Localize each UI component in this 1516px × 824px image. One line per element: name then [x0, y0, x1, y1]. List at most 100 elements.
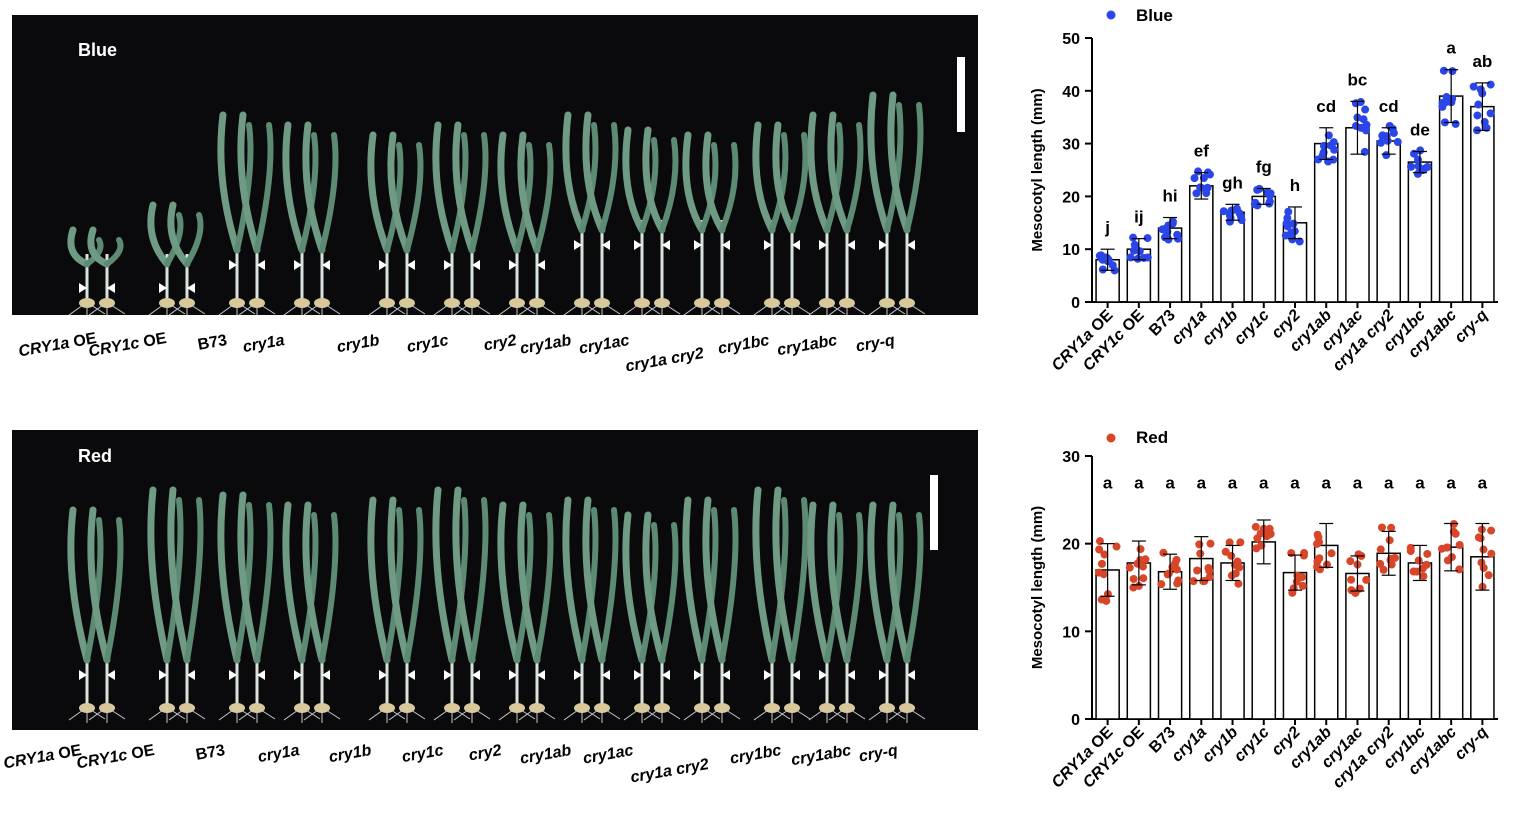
genotype-italic: CRY1c	[75, 746, 129, 773]
data-point	[1487, 526, 1496, 535]
data-point	[1190, 174, 1199, 183]
error-bar	[1350, 555, 1365, 592]
data-point	[1219, 207, 1228, 216]
data-point	[1486, 109, 1495, 118]
legend: Red	[1106, 428, 1168, 447]
data-point	[1455, 565, 1464, 574]
error-bar	[1319, 127, 1334, 161]
significance-letter: a	[1446, 473, 1456, 492]
bar	[1220, 211, 1245, 303]
seedling-pair	[147, 486, 206, 723]
genotype-suffix: OE	[67, 330, 98, 352]
photo-genotype-label: cry2	[468, 742, 504, 765]
photo-genotype-label: cry-q	[854, 332, 896, 357]
data-point	[1299, 551, 1308, 560]
photo-genotype-label: cry1abc	[775, 332, 838, 360]
data-point	[1196, 183, 1205, 192]
scale-bar	[930, 475, 938, 550]
genotype-suffix	[447, 332, 450, 349]
seedling-pair	[807, 111, 866, 315]
seedling-pair	[217, 111, 276, 315]
data-point	[1476, 534, 1485, 543]
bar	[1376, 552, 1401, 720]
genotype-suffix: OE	[137, 330, 168, 352]
seedling-pair	[682, 496, 741, 723]
data-point	[1474, 100, 1483, 109]
data-point	[1112, 542, 1121, 551]
genotype-suffix	[835, 332, 838, 349]
data-point	[1315, 565, 1324, 574]
data-point	[1484, 571, 1493, 580]
data-point	[1174, 576, 1183, 585]
data-point	[1347, 586, 1356, 595]
error-bar	[1381, 127, 1396, 155]
seedling-pair	[282, 121, 341, 315]
x-tick-label: cry-q	[1452, 307, 1492, 347]
data-point	[1206, 539, 1215, 548]
error-bar	[1225, 203, 1240, 221]
seedling-pair	[622, 126, 681, 315]
data-point	[1416, 146, 1425, 155]
error-bar	[1475, 82, 1490, 131]
error-bar	[1444, 69, 1459, 124]
data-point	[1129, 574, 1138, 583]
genotype-suffix	[768, 332, 771, 349]
data-point	[1281, 231, 1290, 240]
genotype-italic: cry-q	[854, 332, 896, 356]
photo-genotype-label: B73	[194, 742, 226, 765]
genotype-suffix	[442, 742, 445, 759]
bar	[1251, 541, 1277, 720]
data-point	[1422, 560, 1431, 569]
data-point	[1449, 527, 1458, 536]
data-point	[1193, 566, 1202, 575]
data-point	[1098, 265, 1107, 274]
seedling-pair	[147, 201, 206, 315]
data-point	[1100, 550, 1109, 559]
significance-letter: a	[1446, 39, 1456, 58]
data-point	[1097, 595, 1106, 604]
genotype-italic: cry1c	[405, 332, 450, 357]
error-bar	[1444, 522, 1459, 572]
y-axis-label: Mesocotyl length (mm)	[1029, 506, 1046, 669]
data-point	[1477, 558, 1486, 567]
significance-letter: a	[1353, 473, 1363, 492]
blue-seedling-photo: Blue	[12, 15, 978, 315]
y-tick-label: 10	[1062, 242, 1080, 259]
genotype-italic: cry1a cry2	[629, 756, 710, 787]
genotype-italic: cry1c	[400, 742, 445, 767]
data-point	[1315, 554, 1324, 563]
data-point	[1164, 235, 1173, 244]
data-point	[1438, 99, 1447, 108]
photo-genotype-label: CRY1a OE	[2, 742, 83, 773]
data-point	[1409, 567, 1418, 576]
data-point	[1376, 138, 1385, 147]
data-point	[1387, 523, 1396, 532]
data-point	[1407, 162, 1416, 171]
data-point	[1136, 545, 1145, 554]
data-point	[1235, 563, 1244, 572]
genotype-italic: CRY1c	[87, 334, 141, 361]
error-bar	[1288, 206, 1302, 240]
data-point	[1284, 207, 1293, 216]
data-point	[1346, 557, 1355, 566]
data-point	[1376, 545, 1385, 554]
error-bar	[1412, 150, 1427, 174]
bar	[1407, 161, 1433, 303]
seedling-pair	[867, 501, 926, 723]
data-point	[1139, 253, 1148, 262]
data-point	[1196, 549, 1205, 558]
data-point	[1173, 230, 1182, 239]
data-point	[1253, 185, 1262, 194]
y-tick-label: 20	[1062, 537, 1080, 554]
genotype-suffix	[896, 742, 899, 759]
data-point	[1164, 569, 1173, 578]
genotype-italic: cry1ac	[582, 742, 635, 768]
error-bar	[1350, 100, 1365, 155]
data-point	[1108, 261, 1117, 270]
data-point	[1097, 251, 1106, 260]
legend-marker	[1106, 433, 1116, 443]
data-point	[1455, 541, 1464, 550]
bar	[1376, 140, 1401, 303]
error-bar	[1256, 187, 1271, 205]
genotype-suffix	[707, 756, 710, 773]
